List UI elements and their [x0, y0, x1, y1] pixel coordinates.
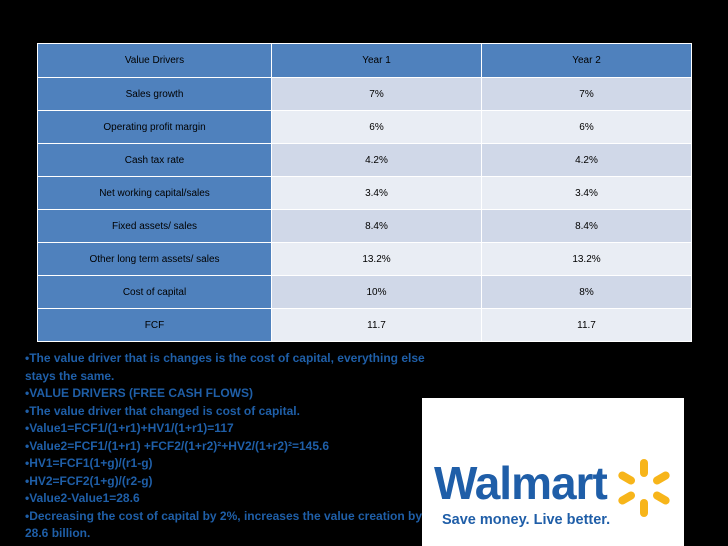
- table-row: Net working capital/sales 3.4% 3.4%: [37, 176, 692, 210]
- table-row: Cost of capital 10% 8%: [37, 275, 692, 309]
- year-1-value: 4.2%: [271, 143, 482, 177]
- year-2-value: 4.2%: [481, 143, 692, 177]
- value-drivers-table: Value Drivers Year 1 Year 2 Sales growth…: [37, 43, 692, 342]
- logo-wordmark: Walmart: [434, 457, 608, 509]
- year-2-value: 8%: [481, 275, 692, 309]
- table-row: Cash tax rate 4.2% 4.2%: [37, 143, 692, 177]
- list-item: Value1=FCF1/(1+r1)+HV1/(1+r1)=117: [25, 420, 445, 438]
- table-row: Sales growth 7% 7%: [37, 77, 692, 111]
- spark-icon: [618, 459, 670, 517]
- row-label: Cash tax rate: [37, 143, 272, 177]
- year-2-value: 11.7: [481, 308, 692, 342]
- year-1-value: 13.2%: [271, 242, 482, 276]
- table-row: Fixed assets/ sales 8.4% 8.4%: [37, 209, 692, 243]
- header-year-1: Year 1: [271, 43, 482, 78]
- table-row: Other long term assets/ sales 13.2% 13.2…: [37, 242, 692, 276]
- table-row: Operating profit margin 6% 6%: [37, 110, 692, 144]
- row-label: Net working capital/sales: [37, 176, 272, 210]
- row-label: Operating profit margin: [37, 110, 272, 144]
- walmart-logo: Walmart Save money. Live better.: [422, 398, 684, 546]
- logo-tagline: Save money. Live better.: [442, 512, 611, 528]
- list-item: VALUE DRIVERS (FREE CASH FLOWS): [25, 385, 445, 403]
- row-label: Sales growth: [37, 77, 272, 111]
- header-year-2: Year 2: [481, 43, 692, 78]
- year-1-value: 11.7: [271, 308, 482, 342]
- year-1-value: 6%: [271, 110, 482, 144]
- list-item: Value2-Value1=28.6: [25, 490, 445, 508]
- year-1-value: 3.4%: [271, 176, 482, 210]
- list-item: The value driver that changed is cost of…: [25, 403, 445, 421]
- row-label: FCF: [37, 308, 272, 342]
- table-header-row: Value Drivers Year 1 Year 2: [37, 43, 692, 78]
- year-1-value: 8.4%: [271, 209, 482, 243]
- row-label: Fixed assets/ sales: [37, 209, 272, 243]
- year-2-value: 6%: [481, 110, 692, 144]
- notes-list: The value driver that is changes is the …: [25, 350, 445, 543]
- row-label: Other long term assets/ sales: [37, 242, 272, 276]
- year-2-value: 7%: [481, 77, 692, 111]
- year-1-value: 10%: [271, 275, 482, 309]
- list-item: Decreasing the cost of capital by 2%, in…: [25, 508, 445, 543]
- list-item: HV2=FCF2(1+g)/(r2-g): [25, 473, 445, 491]
- year-2-value: 13.2%: [481, 242, 692, 276]
- header-value-drivers: Value Drivers: [37, 43, 272, 78]
- list-item: The value driver that is changes is the …: [25, 350, 445, 385]
- year-2-value: 8.4%: [481, 209, 692, 243]
- year-1-value: 7%: [271, 77, 482, 111]
- list-item: HV1=FCF1(1+g)/(r1-g): [25, 455, 445, 473]
- table-row: FCF 11.7 11.7: [37, 308, 692, 342]
- year-2-value: 3.4%: [481, 176, 692, 210]
- row-label: Cost of capital: [37, 275, 272, 309]
- list-item: Value2=FCF1/(1+r1) +FCF2/(1+r2)²+HV2/(1+…: [25, 438, 445, 456]
